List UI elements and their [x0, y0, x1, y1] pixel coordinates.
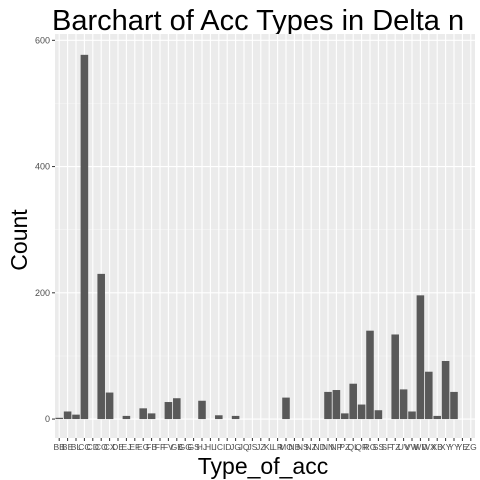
x-axis: BBBEBLCCCDCOCXDEEJEFEGFBFFFVGBGGGSHJHLIC… — [54, 438, 477, 452]
x-tick-label: NN — [322, 442, 334, 452]
x-tick-label: NP — [330, 442, 342, 452]
x-tick-label: QL — [348, 442, 360, 452]
x-tick-label: MO — [279, 442, 293, 452]
bar-ic — [215, 415, 223, 420]
x-tick-label: JG — [230, 442, 241, 452]
bar-co — [97, 273, 105, 420]
x-tick-label: GB — [171, 442, 184, 452]
bar-mo — [282, 397, 290, 420]
x-tick-label: BE — [62, 442, 74, 452]
x-tick-label: NS — [297, 442, 309, 452]
bar-be — [63, 411, 72, 420]
x-tick-label: GG — [179, 442, 192, 452]
x-tick-label: PZ — [339, 442, 350, 452]
x-tick-label: FF — [155, 442, 165, 452]
bar-cc — [80, 54, 89, 420]
x-tick-label: NZ — [306, 442, 317, 452]
x-tick-label: HL — [205, 442, 216, 452]
y-tick-label: 600 — [35, 35, 50, 45]
y-tick-label: 400 — [35, 162, 50, 172]
x-tick-label: XB — [432, 442, 444, 452]
bar-cx — [105, 392, 114, 420]
x-tick-label: WX — [422, 442, 436, 452]
x-tick-label: SF — [381, 442, 392, 452]
bar-ej — [122, 415, 131, 420]
bar-xy — [441, 360, 450, 420]
bar-qr — [357, 404, 366, 420]
bar-nn — [324, 391, 332, 420]
bar-tz — [391, 334, 399, 420]
x-tick-label: IC — [215, 442, 224, 452]
bar-vw — [408, 411, 416, 420]
x-tick-label: RG — [364, 442, 377, 452]
x-tick-label: NB — [288, 442, 300, 452]
x-tick-label: EJ — [121, 442, 131, 452]
x-tick-label: YE — [457, 442, 469, 452]
x-tick-label: VW — [405, 442, 419, 452]
x-tick-label: FV — [163, 442, 174, 452]
bar-ss — [374, 410, 383, 420]
x-tick-label: CX — [104, 442, 116, 452]
x-tick-label: TZ — [390, 442, 400, 452]
x-tick-label: JZ — [256, 442, 265, 452]
x-tick-label: QR — [355, 442, 368, 452]
bar-jg — [231, 415, 240, 420]
bar-uv — [399, 389, 408, 420]
bar-hj — [198, 400, 206, 420]
x-tick-label: EF — [129, 442, 140, 452]
x-tick-label: JS — [247, 442, 257, 452]
x-tick-label: DE — [112, 442, 124, 452]
bar-fv — [164, 402, 173, 420]
bar-np — [332, 390, 341, 420]
bar-fb — [147, 413, 156, 420]
bar-bl — [72, 414, 80, 420]
x-tick-label: BB — [54, 442, 66, 452]
x-tick-label: CD — [87, 442, 99, 452]
x-tick-label: CC — [78, 442, 90, 452]
x-tick-label: UV — [398, 442, 410, 452]
chart-title: Barchart of Acc Types in Delta n — [52, 5, 464, 37]
x-tick-label: KL — [264, 442, 275, 452]
bar-bb — [55, 417, 63, 420]
x-tick-label: EG — [137, 442, 149, 452]
bar-yy — [450, 391, 458, 420]
y-tick-label: 0 — [45, 414, 50, 424]
x-axis-title: Type_of_acc — [198, 453, 328, 479]
bar-rg — [366, 330, 374, 420]
x-tick-label: BL — [71, 442, 82, 452]
y-tick-label: 200 — [35, 288, 50, 298]
x-tick-label: JQ — [239, 442, 250, 452]
plot-panel — [55, 34, 475, 438]
bar-xb — [433, 415, 441, 420]
x-tick-label: YY — [448, 442, 460, 452]
bars — [55, 54, 458, 420]
bar-wd — [416, 295, 425, 420]
bar-eg — [139, 408, 147, 420]
x-tick-label: LR — [272, 442, 283, 452]
x-tick-label: GS — [187, 442, 200, 452]
x-tick-label: XY — [440, 442, 452, 452]
x-tick-label: SS — [373, 442, 385, 452]
x-tick-label: ZG — [465, 442, 477, 452]
y-axis: 0 200 400 600 — [35, 35, 55, 424]
x-tick-label: HJ — [197, 442, 207, 452]
bar-wx — [425, 371, 433, 420]
bar-gb — [173, 398, 181, 420]
bar-pz — [341, 413, 349, 420]
x-tick-label: FB — [146, 442, 157, 452]
bar-ql — [349, 383, 357, 420]
x-tick-label: CO — [95, 442, 108, 452]
x-tick-label: ID — [223, 442, 232, 452]
y-axis-title: Count — [6, 209, 32, 271]
x-tick-label: WD — [413, 442, 427, 452]
x-tick-label: ND — [313, 442, 325, 452]
